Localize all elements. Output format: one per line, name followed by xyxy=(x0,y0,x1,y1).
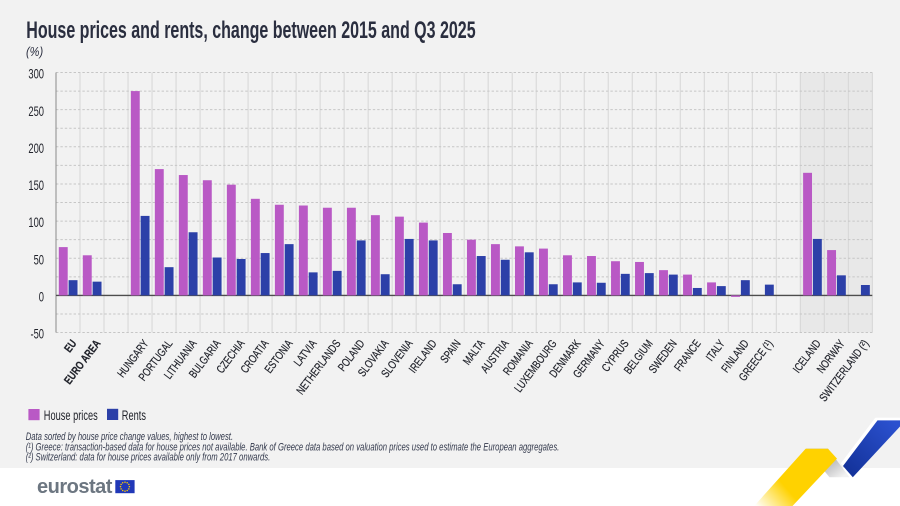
svg-text:(²) Switzerland: data for hous: (²) Switzerland: data for house prices a… xyxy=(26,451,271,464)
svg-text:(¹) Greece: transaction-based: (¹) Greece: transaction-based data for h… xyxy=(26,441,560,454)
svg-text:50: 50 xyxy=(34,251,45,267)
svg-text:Rents: Rents xyxy=(122,407,146,424)
svg-text:250: 250 xyxy=(28,103,44,119)
svg-text:(%): (%) xyxy=(26,44,43,59)
svg-text:300: 300 xyxy=(28,66,44,82)
svg-text:0: 0 xyxy=(39,289,45,305)
svg-text:House prices and rents, change: House prices and rents, change between 2… xyxy=(26,16,475,43)
svg-text:200: 200 xyxy=(28,140,44,156)
svg-text:House prices: House prices xyxy=(44,407,98,424)
svg-text:-50: -50 xyxy=(30,326,44,342)
svg-text:100: 100 xyxy=(28,214,44,230)
svg-text:150: 150 xyxy=(28,177,44,193)
svg-text:Data sorted by house price cha: Data sorted by house price change values… xyxy=(26,431,233,444)
svg-text:eurostat: eurostat xyxy=(37,476,113,498)
